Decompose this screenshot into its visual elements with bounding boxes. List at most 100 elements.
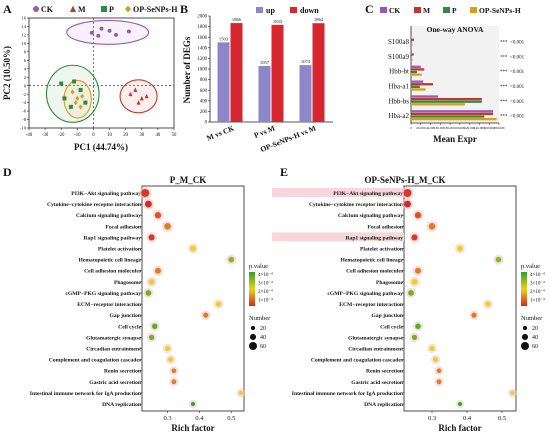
size-legend-dot: [521, 342, 529, 350]
x-tick-label: 20: [123, 133, 128, 138]
panel-d-plot-frame: [141, 185, 245, 412]
x-tick-label: 80,000: [445, 126, 455, 131]
point-op-senps-h: [73, 100, 78, 106]
pathway-label: ECM−receptor interaction: [77, 302, 142, 308]
colorbar-title: p.value: [249, 263, 268, 270]
size-legend-label: 40: [532, 335, 538, 341]
pathway-point: [411, 234, 418, 241]
panel-b-legend: up down: [256, 6, 319, 15]
pathway-label: DNA replication: [364, 402, 404, 408]
bar-op-senps-h: [411, 117, 497, 121]
x-category-label: M vs CK: [205, 123, 235, 142]
panel-b-ylabel: Number of DEGs: [182, 36, 192, 103]
panel-letter-c: C: [365, 2, 374, 16]
pathway-point: [154, 212, 162, 219]
pathway-point: [428, 223, 436, 230]
bar-value-label: 1503: [219, 36, 229, 41]
pathway-label: Cell adhesion molecules: [84, 269, 142, 275]
pathway-point: [141, 189, 150, 197]
panel-e-points: [401, 186, 517, 409]
size-legend-dot: [522, 325, 528, 331]
point-op-senps-h: [75, 95, 80, 101]
bar-value-label: 1864: [314, 17, 324, 22]
x-tick-label: 40,000: [426, 126, 436, 131]
pathway-point: [414, 212, 422, 219]
y-tick-label: 14: [21, 24, 26, 29]
y-tick-label: 2: [24, 75, 27, 80]
bar-p: [411, 41, 412, 44]
y-tick-label: 1600: [197, 36, 207, 41]
pathway-label: Gastric acid secretion: [89, 380, 142, 386]
x-tick-label: 20,000: [416, 126, 426, 131]
size-legend-dot: [249, 342, 257, 350]
point-op-senps-h: [70, 89, 75, 95]
pathway-label: cGMP−PKG signaling pathway: [327, 291, 403, 297]
panel-c-axes: 0 20,000 40,000 60,000 80,000 100,000120,0001…: [388, 26, 505, 131]
size-legend-label: 20: [260, 326, 266, 332]
point-ck: [96, 33, 101, 38]
panel-letter-d: D: [3, 165, 12, 179]
y-category-label: Hbb-bt: [389, 68, 409, 76]
pathway-point: [190, 245, 196, 252]
point-ck: [126, 29, 131, 34]
panel-c-bars: *** <0.001*** <0.001*** <0.001*** <0.001*** <…: [411, 36, 525, 121]
pathway-point: [215, 301, 222, 307]
colorbar-tick-label: 3×10⁻⁴: [530, 281, 545, 287]
pathway-point: [148, 334, 155, 341]
y-tick-label: 10: [21, 41, 26, 46]
bar-ck: [411, 80, 424, 83]
size-legend-label: 60: [532, 344, 538, 350]
legend-label-op-senps-h: OP-SeNPs-H: [133, 5, 178, 14]
colorbar: [249, 272, 255, 306]
panel-letter-b: B: [180, 2, 188, 16]
y-tick-label: 1000: [197, 68, 207, 73]
bar-op-senps-h: [411, 88, 426, 91]
legend-swatch-m: [414, 7, 421, 13]
legend-label-ck: CK: [389, 6, 400, 15]
bar-op-senps-h: [411, 73, 422, 76]
p-value-label: <0.001: [510, 70, 525, 75]
bar-m: [411, 38, 414, 41]
x-tick-label: -40: [26, 133, 33, 138]
legend-swatch-ck: [380, 7, 387, 13]
y-tick-label: 16: [21, 16, 26, 21]
bar-ck: [411, 110, 494, 113]
panel-a-xlabel: PC1 (44.74%): [74, 142, 128, 152]
panel-e-legends: p.value 4×10⁻⁴ 3×10⁻⁴ 2×10⁻⁴ 1×10⁻⁴ Number 20 4…: [521, 263, 545, 350]
pathway-point: [403, 189, 412, 197]
bar-p: [411, 70, 417, 74]
pathway-point: [411, 278, 418, 285]
pathway-point: [495, 256, 502, 263]
pathway-label: Phagosome: [114, 280, 142, 286]
x-tick-label: 140,000: [474, 126, 485, 131]
x-category-label: P vs M: [253, 124, 276, 140]
legend-label-p: P: [452, 6, 457, 15]
colorbar-tick-label: 1×10⁻⁴: [258, 298, 273, 304]
pathway-label: Cell cycle: [118, 324, 141, 330]
point-m: [133, 87, 138, 92]
ellipse-ck: [66, 19, 150, 45]
bar-p: [411, 56, 412, 59]
pathway-label: Complement and coagulation cascades: [49, 358, 142, 364]
pathway-point: [164, 345, 171, 351]
panel-e-kegg: OP-SeNPs-H_M_CK 0.3 0.4 0.5 PI3K−Akt signal…: [272, 175, 545, 433]
pathway-point: [148, 234, 155, 241]
y-category-label: Hba-a2: [388, 112, 409, 120]
pathway-point: [164, 223, 171, 230]
pathway-label: Platelet activation: [98, 247, 142, 253]
point-ck: [107, 28, 112, 33]
significance-stars: ***: [500, 70, 508, 75]
pathway-point: [168, 357, 174, 363]
y-tick-label: 12: [21, 33, 26, 38]
bar-value-label: 1833: [273, 19, 283, 24]
x-tick-label: 100,000: [454, 126, 465, 131]
y-tick-label: -6: [22, 109, 27, 114]
panel-c-xlabel: Mean Expr: [433, 134, 477, 144]
y-tick-label: -2: [22, 92, 27, 97]
panel-d-points: [138, 186, 246, 409]
panel-c-legend: CK M P OP-SeNPs-H: [380, 6, 521, 15]
y-tick-label: -8: [22, 117, 27, 122]
p-value-label: <0.001: [510, 55, 525, 60]
